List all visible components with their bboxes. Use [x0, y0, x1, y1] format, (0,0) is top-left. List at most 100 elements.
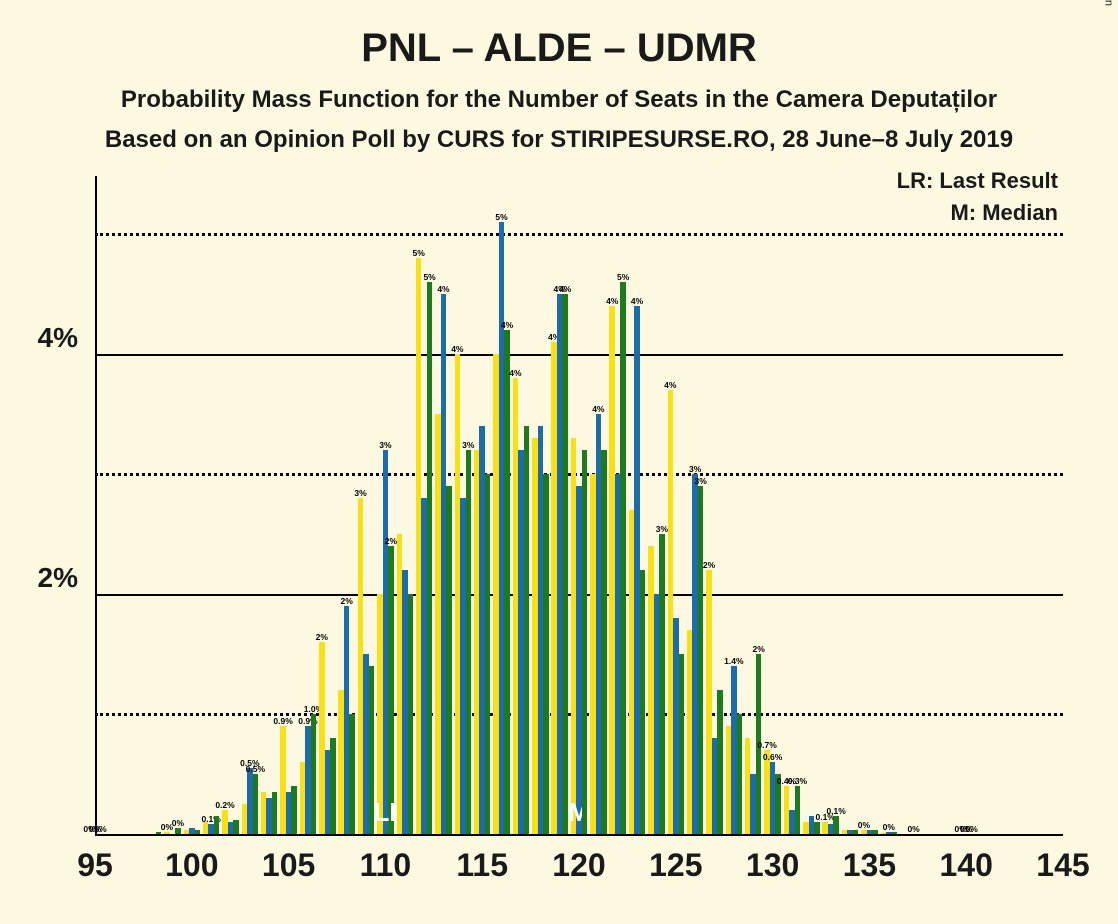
bar-value-label: 4% — [509, 368, 521, 378]
bar-green — [679, 654, 684, 834]
bar-value-label: 4% — [437, 284, 449, 294]
chart-subtitle-2: Based on an Opinion Poll by CURS for STI… — [0, 126, 1118, 154]
bar-green: 0.3% — [795, 786, 800, 834]
bar-green — [330, 738, 335, 834]
bar-group: 0.2% — [222, 810, 238, 834]
bar-group — [842, 830, 858, 834]
bar-green: 5% — [620, 282, 625, 834]
bar-green: 0% — [175, 828, 180, 834]
bar-value-label: 0% — [907, 824, 919, 834]
bar-group: 0.7%0.6% — [764, 750, 780, 834]
bar-group — [397, 534, 413, 834]
bar-group: 0.1%0.1% — [822, 816, 838, 834]
x-tick-label: 140 — [939, 847, 992, 884]
bar-group — [184, 828, 200, 834]
bar-group: 0.9%1.0% — [300, 714, 316, 834]
bar-value-label: 5% — [617, 272, 629, 282]
bar-green — [446, 486, 451, 834]
bar-value-label: 5% — [412, 248, 424, 258]
bar-group: 5%4% — [493, 222, 509, 834]
bar-group: 4%4%4% — [551, 294, 567, 834]
x-tick-label: 130 — [746, 847, 799, 884]
bar-green — [872, 830, 877, 834]
bar-value-label: 0.6% — [763, 752, 782, 762]
bar-value-label: 2% — [753, 644, 765, 654]
bar-green: 3% — [659, 534, 664, 834]
bar-value-label: 4% — [559, 284, 571, 294]
bar-group: 1.4% — [726, 666, 742, 834]
x-tick-label: 110 — [360, 847, 412, 884]
y-tick-label: 4% — [38, 322, 78, 354]
bar-green: 1.0% — [311, 714, 316, 834]
bar-value-label: 0% — [966, 824, 978, 834]
bar-group: 5%5% — [416, 258, 432, 834]
bar-green: 4% — [562, 294, 567, 834]
bar-value-label: 3% — [379, 440, 391, 450]
bar-group: M — [571, 438, 587, 834]
x-tick-label: 145 — [1036, 847, 1089, 884]
bar-value-label: 5% — [423, 272, 435, 282]
bar-green — [814, 822, 819, 834]
bar-value-label: 0% — [94, 824, 106, 834]
x-tick-label: 135 — [843, 847, 896, 884]
x-tick-label: 105 — [262, 847, 315, 884]
bar-value-label: 3% — [656, 524, 668, 534]
bar-value-label: 4% — [606, 296, 618, 306]
bar-value-label: 4% — [501, 320, 513, 330]
bar-value-label: 3% — [689, 464, 701, 474]
copyright-text: © 2020 Filip van Laenen — [1102, 0, 1114, 6]
x-tick-label: 100 — [165, 847, 218, 884]
gridline — [95, 233, 1063, 236]
x-tick-label: 120 — [552, 847, 605, 884]
bar-value-label: 5% — [495, 212, 507, 222]
bar-green — [291, 786, 296, 834]
bar-green — [156, 832, 161, 834]
bar-group: 4% — [590, 414, 606, 834]
bar-green — [485, 474, 490, 834]
chart-subtitle-1: Probability Mass Function for the Number… — [0, 86, 1118, 114]
bar-green: 5% — [427, 282, 432, 834]
bar-group — [145, 832, 161, 834]
bar-value-label: 1.4% — [724, 656, 743, 666]
bar-value-label: 2% — [316, 632, 328, 642]
x-axis — [95, 834, 1063, 836]
bar-group: 3% — [358, 498, 374, 834]
bar-group — [532, 426, 548, 834]
x-tick-label: 95 — [77, 847, 113, 884]
bar-group: 0% — [881, 832, 897, 834]
bar-green — [892, 832, 897, 834]
bar-green: 3% — [466, 450, 471, 834]
y-tick-label: 2% — [38, 562, 78, 594]
bar-group: 4% — [668, 390, 684, 834]
chart-canvas: © 2020 Filip van Laenen PNL – ALDE – UDM… — [0, 0, 1118, 924]
x-tick-label: 125 — [649, 847, 702, 884]
plot-area: 2%4%951001051101151201251301351401450%0%… — [95, 176, 1063, 836]
bar-group: 0.9% — [280, 726, 296, 834]
bar-group: 3%3% — [687, 474, 703, 834]
bar-green — [853, 830, 858, 834]
bar-value-label: 0.5% — [246, 764, 265, 774]
bar-value-label: 3% — [462, 440, 474, 450]
bar-value-label: 0.3% — [788, 776, 807, 786]
bar-group: 0.1% — [203, 816, 219, 834]
bar-group: 4% — [629, 306, 645, 834]
bar-value-label: 4% — [664, 380, 676, 390]
bar-green: 2%LR — [388, 546, 393, 834]
bar-value-label: 0.7% — [757, 740, 776, 750]
bar-group: 4% — [435, 294, 451, 834]
bar-value-label: 4% — [451, 344, 463, 354]
bar-value-label: 4% — [631, 296, 643, 306]
bar-value-label: 4% — [592, 404, 604, 414]
bar-green — [601, 450, 606, 834]
bar-green — [233, 820, 238, 834]
bar-group: 2% — [706, 570, 722, 834]
bar-value-label: 0.1% — [826, 806, 845, 816]
bar-green — [717, 690, 722, 834]
bar-green — [369, 666, 374, 834]
bar-green — [408, 594, 413, 834]
bar-green — [543, 474, 548, 834]
bar-group: 4% — [513, 378, 529, 834]
bar-green: 0.5% — [253, 774, 258, 834]
bar-value-label: 0% — [883, 822, 895, 832]
bar-value-label: 2% — [703, 560, 715, 570]
